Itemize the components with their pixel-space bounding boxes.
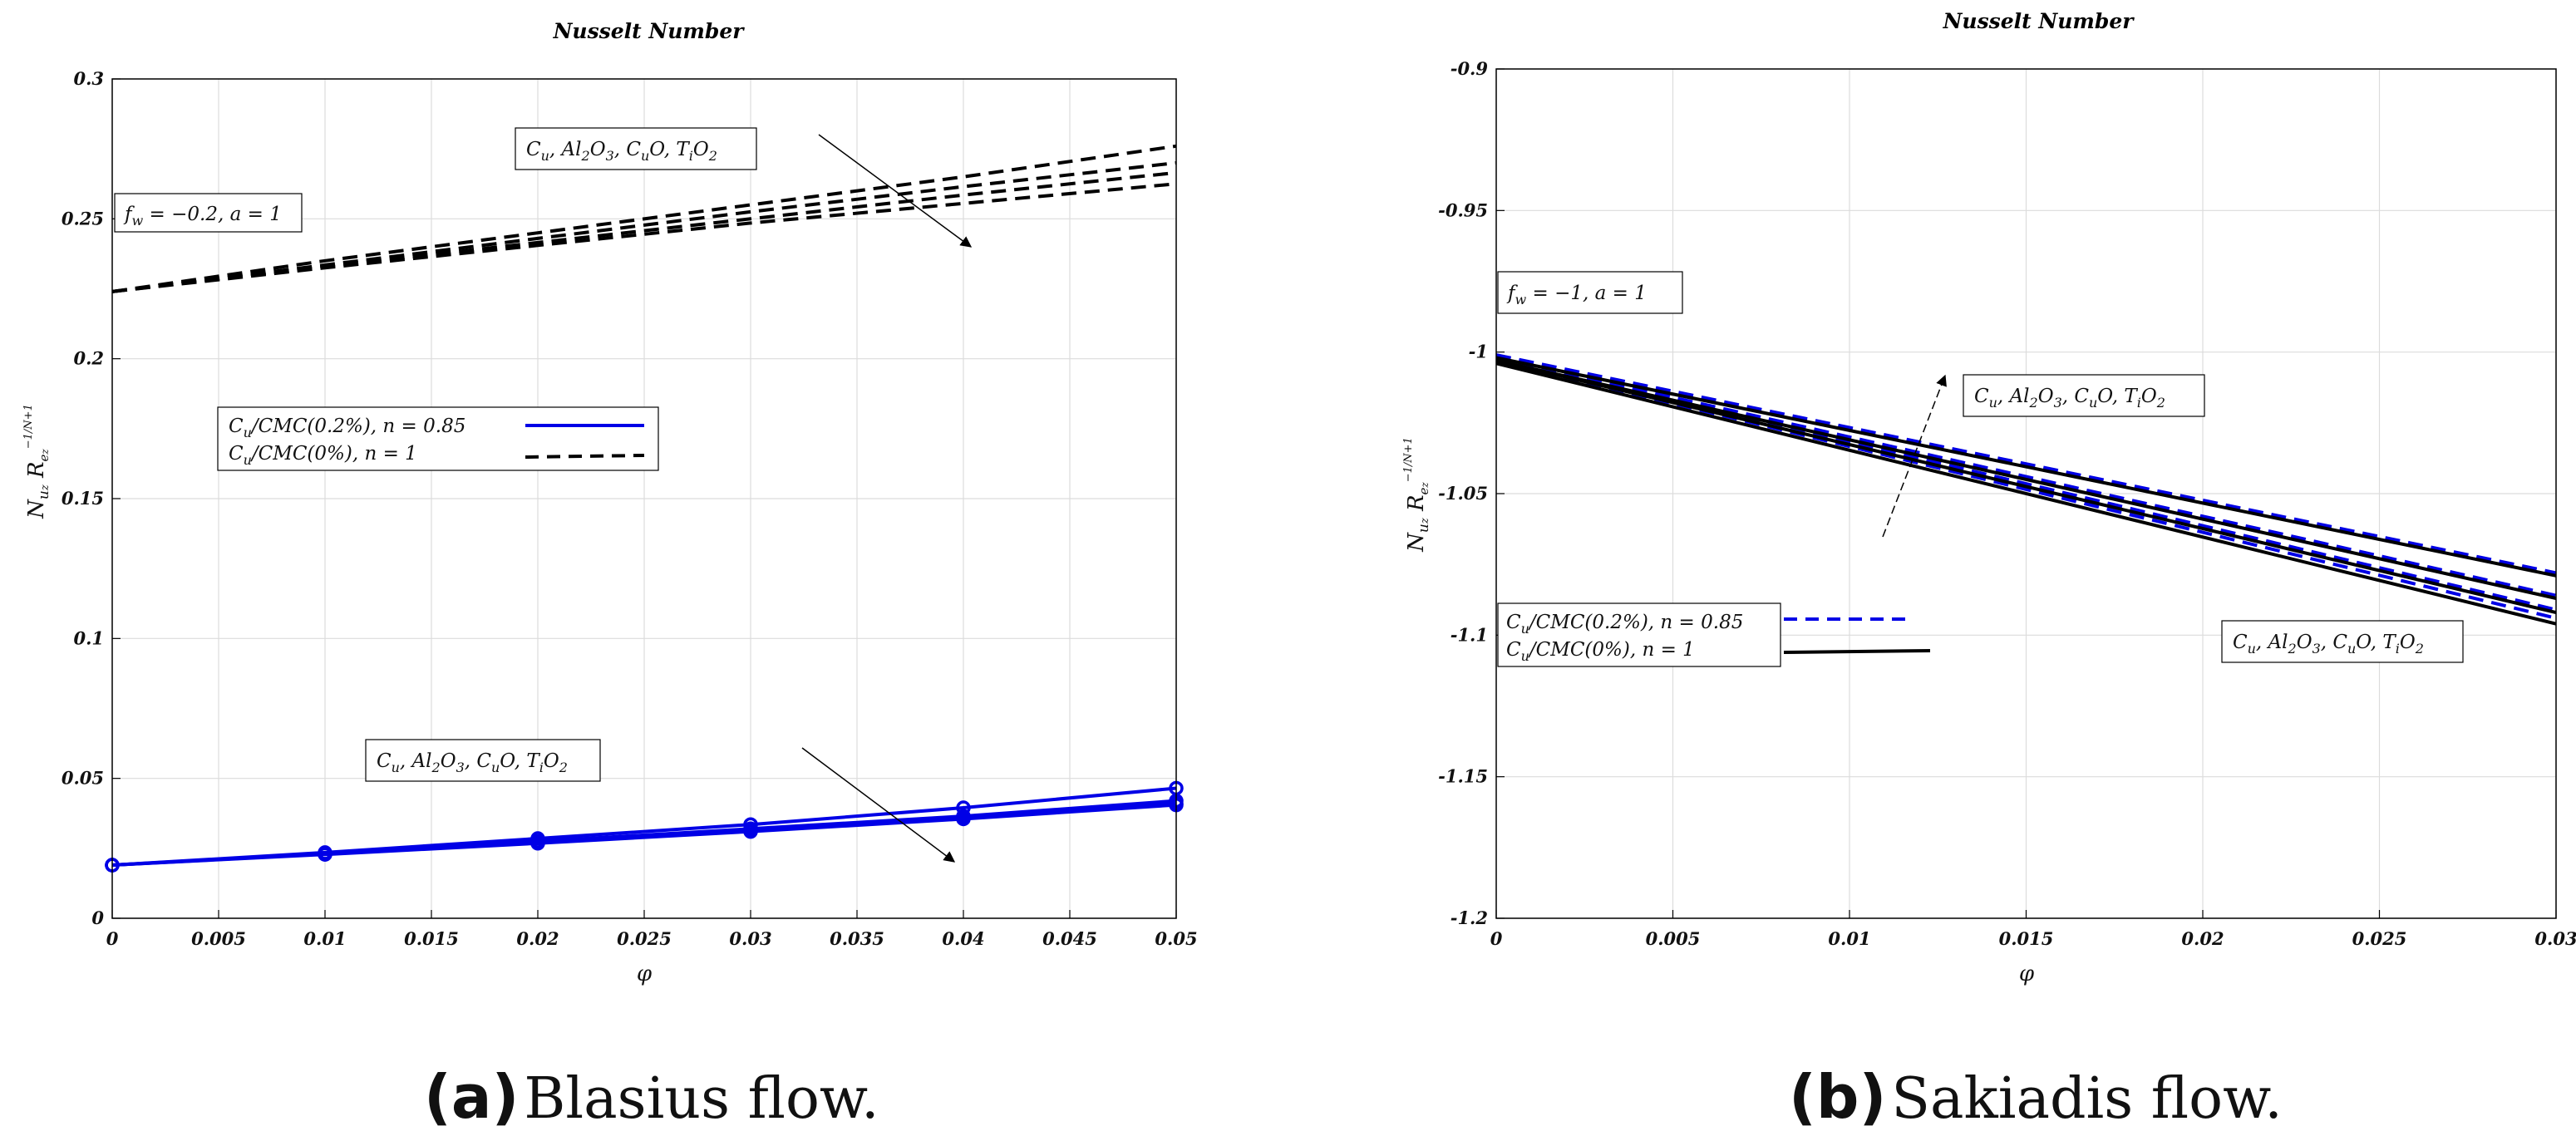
x-tick-label-b: 0.015 (1999, 928, 2054, 949)
caption-a: (a)Blasius flow. (424, 1062, 879, 1132)
series-line-a-4 (111, 144, 1177, 293)
data-point-a (530, 836, 545, 851)
series-line-b-0 (1495, 353, 2557, 575)
y-tick-label-b: -0.95 (1438, 199, 1488, 220)
x-tick-label-b: 0.025 (2352, 928, 2407, 949)
caption-text-b: Sakiadis flow. (1891, 1066, 2282, 1132)
caption-letter-a: (a) (424, 1062, 519, 1132)
legend-swatch-2-a (525, 454, 645, 459)
annotation-nanoparticles-right-b: Cu, Al2O3, CuO, TiO2 (2233, 632, 2424, 657)
y-tick-label-a: 0.15 (62, 488, 104, 509)
data-point-a (318, 847, 332, 862)
x-ticks-b: 0 0.005 0.01 0.015 0.02 0.025 0.03 (1490, 910, 2576, 949)
annotation-nanoparticles-top-a: Cu, Al2O3, CuO, TiO2 (526, 139, 717, 164)
series-line-a-3 (111, 803, 1177, 867)
x-tick-label-a: 0 (106, 928, 119, 949)
series-line-b-2 (1495, 356, 2557, 612)
y-tick-label-b: -1.2 (1451, 907, 1488, 928)
y-tick-label-b: -1 (1469, 342, 1488, 362)
y-tick-label-a: 0.3 (73, 68, 104, 89)
chart-panel-b: Nusselt Number 0 0.005 0.01 0.015 0.02 0.025 0… (1402, 9, 2576, 1132)
legend-box-a (217, 406, 659, 471)
x-tick-label-a: 0.045 (1042, 928, 1097, 949)
annotation-box-a (114, 193, 303, 233)
series-line-b-6 (1495, 358, 2557, 615)
chart-title-a: Nusselt Number (553, 19, 746, 43)
y-tick-label-b: -1.05 (1438, 483, 1488, 504)
x-tick-label-b: 0.005 (1646, 928, 1701, 949)
caption-b: (b)Sakiadis flow. (1789, 1062, 2283, 1132)
series-line-b-4 (1495, 356, 2557, 578)
x-tick-label-a: 0.03 (729, 928, 771, 949)
x-tick-label-a: 0.035 (830, 928, 884, 949)
series-line-b-3 (1495, 358, 2557, 620)
x-axis-label-b: φ (2019, 961, 2035, 986)
arrow-top-a (818, 134, 973, 248)
legend-box-b (1497, 602, 1781, 667)
annotation-box-bottom-a (365, 739, 601, 782)
series-group-b (1495, 353, 2557, 626)
legend-b: Cu/CMC(0.2%), n = 0.85 Cu/CMC(0%), n = 1 (1497, 602, 1931, 667)
annotation-box-b (1497, 271, 1683, 314)
annotation-fw-b: fw = −1, a = 1 (1506, 283, 1647, 307)
annotation-nanoparticles-top-b: Cu, Al2O3, CuO, TiO2 (1974, 386, 2165, 411)
chart-title-b: Nusselt Number (1943, 9, 2135, 33)
annotation-nanoparticles-bottom-a: Cu, Al2O3, CuO, TiO2 (377, 750, 568, 775)
x-tick-label-b: 0 (1490, 928, 1503, 949)
x-axis-label-a: φ (637, 961, 653, 986)
annotation-box-top-b (1963, 374, 2205, 417)
y-tick-label-a: 0.1 (73, 627, 104, 648)
series-line-b-1 (1495, 356, 2557, 598)
series-line-a-5 (111, 161, 1177, 293)
series-line-b-7 (1495, 361, 2557, 626)
legend-entry-2-a: Cu/CMC(0%), n = 1 (229, 443, 417, 468)
legend-entry-1-b: Cu/CMC(0.2%), n = 0.85 (1506, 612, 1743, 637)
series-line-a-6 (111, 170, 1177, 293)
x-tick-label-a: 0.04 (942, 928, 984, 949)
y-ticks-a: 0 0.05 0.1 0.15 0.2 0.25 0.3 (62, 68, 121, 928)
x-tick-label-a: 0.05 (1155, 928, 1197, 949)
x-tick-label-a: 0.015 (404, 928, 459, 949)
x-tick-label-b: 0.02 (2181, 928, 2224, 949)
y-axis-label-a: Nuz Rez−1/N+1 (22, 404, 52, 519)
annotation-box-top-a (515, 127, 757, 170)
legend-entry-2-b: Cu/CMC(0%), n = 1 (1506, 639, 1695, 664)
series-line-b-5 (1495, 358, 2557, 600)
caption-letter-b: (b) (1789, 1062, 1886, 1132)
chart-panel-a: Nusselt Number 0 0.005 0.01 0.015 0.02 0.025 0… (22, 19, 1198, 1132)
arrow-bottom-a (801, 747, 956, 863)
y-tick-label-b: -0.9 (1451, 58, 1489, 79)
series-line-a-7 (111, 182, 1177, 293)
x-tick-label-a: 0.025 (617, 928, 672, 949)
data-point-a (743, 824, 758, 839)
x-tick-label-a: 0.005 (191, 928, 246, 949)
y-ticks-b: -0.9 -0.95 -1 -1.05 -1.1 -1.15 -1.2 (1438, 58, 1505, 928)
y-tick-label-b: -1.15 (1438, 766, 1488, 787)
y-tick-label-a: 0.2 (73, 348, 104, 369)
arrow-top-b (1882, 374, 1947, 538)
y-axis-label-b: Nuz Rez−1/N+1 (1402, 437, 1432, 553)
y-tick-label-a: 0.25 (62, 208, 104, 229)
legend-swatch-2-b (1783, 649, 1931, 654)
legend-entry-1-a: Cu/CMC(0.2%), n = 0.85 (229, 416, 465, 440)
x-ticks-a: 0 0.005 0.01 0.015 0.02 0.025 0.03 0.035 0.04 0.0… (106, 910, 1198, 949)
x-tick-label-b: 0.01 (1828, 928, 1870, 949)
caption-text-a: Blasius flow. (524, 1066, 879, 1132)
x-tick-label-a: 0.02 (516, 928, 559, 949)
legend-a: Cu/CMC(0.2%), n = 0.85 Cu/CMC(0%), n = 1 (217, 406, 659, 471)
y-tick-label-a: 0.05 (62, 768, 104, 789)
data-point-a (956, 811, 971, 827)
y-tick-label-b: -1.1 (1451, 624, 1488, 645)
x-tick-label-b: 0.03 (2534, 928, 2576, 949)
annotation-fw-a: fw = −0.2, a = 1 (123, 204, 282, 229)
annotation-box-right-b (2221, 620, 2464, 663)
y-tick-label-a: 0 (91, 907, 104, 928)
x-tick-label-a: 0.01 (303, 928, 346, 949)
